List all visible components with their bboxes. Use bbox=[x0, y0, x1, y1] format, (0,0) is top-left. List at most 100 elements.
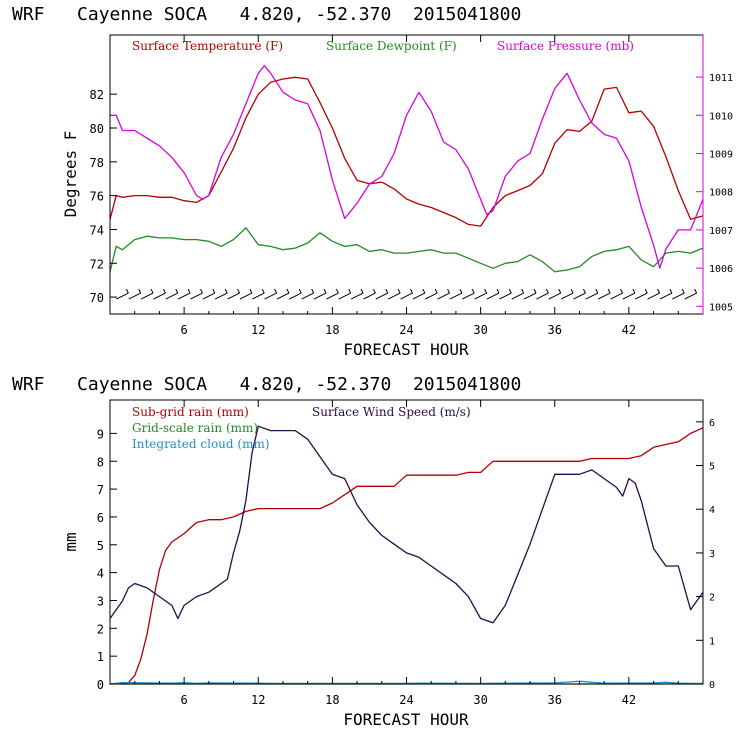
wind-barb-flag bbox=[422, 288, 426, 294]
bottom-y2-ticks: 0 1 2 3 4 5 6 bbox=[696, 418, 715, 691]
wind-barb bbox=[350, 292, 364, 300]
y2-tick-label: 3 bbox=[709, 549, 715, 560]
y2-tick-label: 1009 bbox=[709, 149, 733, 160]
x-tick-label: 18 bbox=[325, 323, 339, 337]
wind-barb-flag bbox=[335, 288, 339, 294]
wind-barb bbox=[301, 292, 314, 300]
bottom-chart-title: WRF Cayenne SOCA 4.820, -52.370 20150418… bbox=[12, 374, 521, 395]
x-tick-label: 12 bbox=[251, 323, 265, 337]
wind-barb-flag bbox=[212, 288, 216, 294]
y-tick-label: 6 bbox=[97, 511, 104, 525]
y-tick-label: 0 bbox=[97, 678, 104, 692]
y-tick-label: 74 bbox=[90, 223, 104, 237]
y-tick-label: 2 bbox=[97, 622, 104, 636]
wind-barb bbox=[363, 292, 376, 300]
wind-barb bbox=[214, 292, 228, 300]
bottom-series-group bbox=[109, 425, 704, 685]
y-tick-label: 5 bbox=[97, 539, 104, 553]
wind-barb bbox=[239, 292, 253, 300]
y-tick-label: 9 bbox=[97, 427, 104, 441]
wind-barb bbox=[252, 292, 265, 300]
wind-barb-flag bbox=[669, 288, 673, 294]
y2-tick-label: 1006 bbox=[709, 264, 733, 275]
top-plot-frame bbox=[109, 34, 704, 315]
y2-tick-label: 2 bbox=[709, 593, 715, 604]
y2-tick-label: 1011 bbox=[709, 73, 733, 84]
wind-barb-flag bbox=[187, 288, 191, 294]
wind-barb bbox=[449, 292, 463, 300]
top-x-ticks: 6 12 18 24 30 36 42 bbox=[134, 35, 679, 337]
y-tick-label: 4 bbox=[97, 567, 104, 581]
wind-barb-flag bbox=[632, 288, 636, 294]
x-tick-label: 6 bbox=[181, 323, 188, 337]
legend-dewpoint: Surface Dewpoint (F) bbox=[326, 39, 457, 53]
wind-barb bbox=[684, 292, 697, 300]
legend-wind-speed: Surface Wind Speed (m/s) bbox=[312, 405, 471, 419]
y-tick-label: 80 bbox=[90, 122, 104, 136]
x-tick-label: 42 bbox=[622, 693, 636, 707]
wind-barb bbox=[462, 292, 475, 300]
wind-barb bbox=[116, 292, 129, 300]
top-y-ticks: 70 72 74 76 78 80 82 bbox=[90, 88, 117, 305]
wind-barb bbox=[585, 292, 599, 300]
y-tick-label: 8 bbox=[97, 455, 104, 469]
x-tick-label: 24 bbox=[399, 323, 413, 337]
wind-barb-flag bbox=[249, 288, 253, 294]
top-legend: Surface Temperature (F) Surface Dewpoint… bbox=[132, 39, 634, 53]
wind-barb bbox=[622, 292, 636, 300]
bottom-y-axis-title: mm bbox=[61, 532, 80, 551]
legend-gridscale-rain: Grid-scale rain (mm) bbox=[132, 421, 258, 435]
legend-pressure: Surface Pressure (mb) bbox=[497, 39, 634, 53]
y-tick-label: 70 bbox=[90, 291, 104, 305]
wind-barb bbox=[635, 292, 648, 300]
wind-barb bbox=[338, 292, 351, 300]
wind-barb bbox=[647, 292, 660, 300]
bottom-x-axis-title: FORECAST HOUR bbox=[343, 710, 469, 729]
wind-barb bbox=[165, 292, 178, 300]
rain-wind-chart: WRF Cayenne SOCA 4.820, -52.370 20150418… bbox=[12, 374, 715, 729]
legend-integrated-cloud: Integrated cloud (mm) bbox=[132, 437, 270, 451]
wind-barb-flag bbox=[570, 288, 574, 294]
bottom-x-ticks: 6 12 18 24 30 36 42 bbox=[134, 400, 679, 707]
wind-barb bbox=[511, 292, 524, 300]
wind-barb bbox=[289, 292, 302, 300]
wind-barb-flag bbox=[311, 288, 315, 294]
y2-tick-label: 1008 bbox=[709, 188, 733, 199]
wind-barb-flag bbox=[694, 288, 698, 294]
x-tick-label: 30 bbox=[473, 693, 487, 707]
wind-barb-flag bbox=[620, 288, 623, 294]
x-tick-label: 36 bbox=[548, 323, 562, 337]
wind-barb bbox=[597, 292, 611, 300]
y-tick-label: 82 bbox=[90, 88, 104, 102]
wind-barb-flag bbox=[545, 288, 549, 294]
wind-barb bbox=[177, 292, 191, 300]
y2-tick-label: 0 bbox=[709, 680, 715, 691]
x-tick-label: 36 bbox=[548, 693, 562, 707]
bottom-y-ticks: 0 1 2 3 4 5 6 7 8 9 bbox=[97, 427, 117, 692]
wind-barb bbox=[573, 292, 586, 300]
wind-barb-flag bbox=[533, 288, 537, 294]
wind-barb-flag bbox=[484, 288, 488, 294]
dewpoint-line bbox=[109, 227, 704, 273]
wind-barb bbox=[128, 292, 141, 300]
wind-barb bbox=[659, 292, 673, 300]
wind-barb-flag bbox=[681, 288, 685, 294]
wind-barb bbox=[548, 292, 561, 300]
temperature-chart: WRF Cayenne SOCA 4.820, -52.370 20150418… bbox=[12, 4, 733, 359]
wind-barb-flag bbox=[657, 288, 661, 294]
x-tick-label: 12 bbox=[251, 693, 265, 707]
integrated-cloud-line bbox=[109, 680, 703, 685]
wind-barb-flag bbox=[410, 288, 413, 294]
x-tick-label: 18 bbox=[325, 693, 339, 707]
wind-barb bbox=[153, 292, 166, 300]
wind-barb bbox=[313, 292, 327, 300]
wind-barb-flag bbox=[447, 288, 451, 294]
wind-barb bbox=[202, 292, 216, 300]
wind-barb-flag bbox=[595, 288, 599, 294]
pressure-line bbox=[110, 64, 704, 269]
wind-barb-flag bbox=[237, 288, 240, 294]
y2-tick-label: 6 bbox=[709, 418, 715, 429]
top-y-axis-title: Degrees F bbox=[61, 131, 80, 218]
wind-barb-flag bbox=[323, 288, 327, 294]
y-tick-label: 76 bbox=[90, 190, 104, 204]
